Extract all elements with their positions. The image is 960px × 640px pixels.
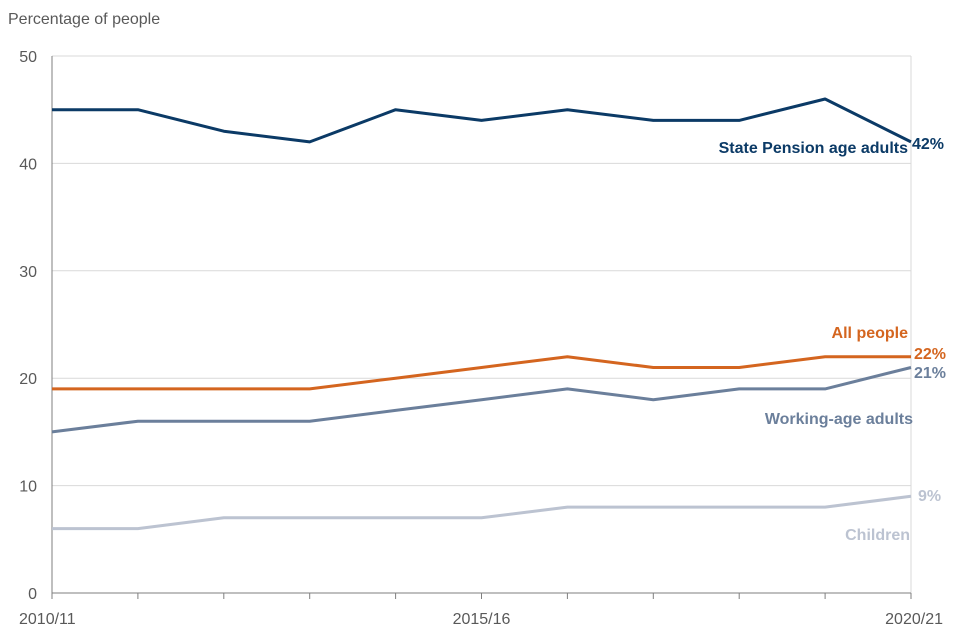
series-labels: State Pension age adults 42% All people 22%… (719, 136, 946, 544)
x-tick-label: 2010/11 (19, 611, 76, 628)
y-axis-title: Percentage of people (8, 11, 160, 28)
series-lines (51, 97, 912, 531)
tick-labels: 0 10 20 30 40 50 2010/11 2015/16 2020/21 (19, 49, 943, 628)
series-line-3 (52, 494, 912, 531)
y-tick-label: 10 (19, 479, 37, 496)
series-name-label: State Pension age adults (719, 140, 908, 157)
series-name-label: All people (832, 325, 909, 342)
y-tick-label: 30 (19, 264, 37, 281)
y-tick-label: 0 (28, 586, 37, 603)
series-end-value-label: 22% (914, 346, 946, 363)
series-end-value-label: 9% (918, 488, 941, 505)
series-name-label: Working-age adults (765, 411, 913, 428)
series-line-2 (51, 366, 912, 434)
series-name-label: Children (845, 527, 910, 544)
series-end-value-label: 21% (914, 365, 946, 382)
x-tick-label: 2020/21 (885, 611, 943, 628)
x-tick-label: 2015/16 (453, 611, 511, 628)
y-tick-label: 50 (19, 49, 37, 66)
axes (51, 56, 912, 599)
series-end-value-label: 42% (912, 136, 944, 153)
gridlines (52, 55, 912, 593)
y-tick-label: 20 (19, 371, 37, 388)
series-line-1 (52, 355, 911, 391)
series-line-0 (52, 97, 912, 144)
y-tick-label: 40 (19, 156, 37, 173)
